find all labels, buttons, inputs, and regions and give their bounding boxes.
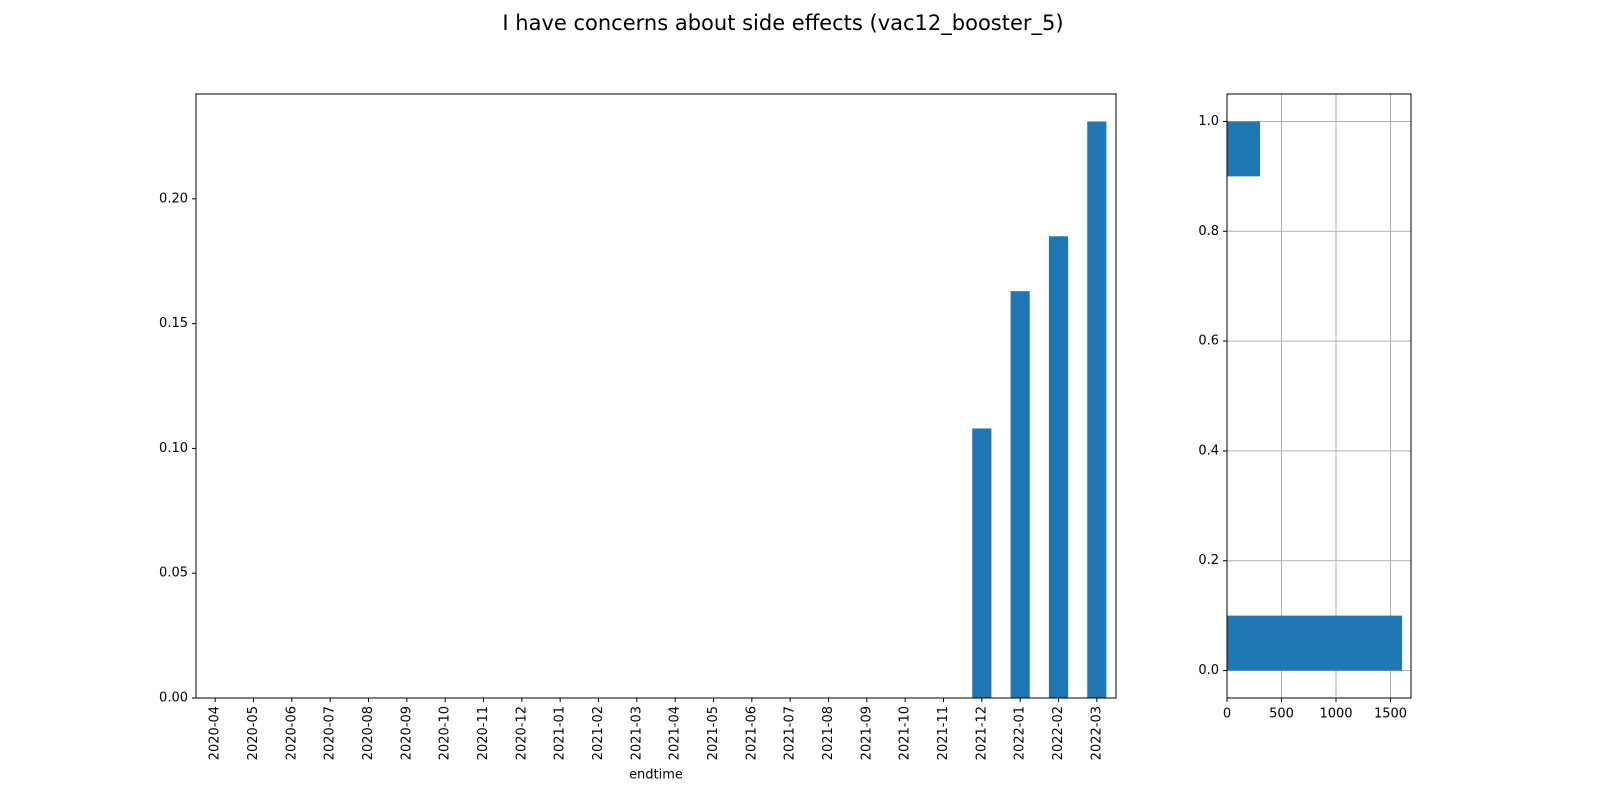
y-tick-label: 0.00 [159,691,188,706]
x-tick-label: 2021-10 [898,706,913,760]
x-tick-label: 2021-02 [591,706,606,760]
histogram-bar [1227,121,1261,177]
y-tick-label: 0.15 [159,316,188,331]
axes-frame [195,93,1117,699]
x-tick-label: 2021-09 [859,706,874,760]
y-tick-label: 0.8 [1198,224,1219,239]
x-tick-label: 2021-07 [783,706,798,760]
axes-frame [1226,93,1412,699]
y-tick-label: 0.2 [1198,553,1219,568]
x-tick-label: 2022-03 [1089,706,1104,760]
x-tick-label: 2020-06 [284,706,299,760]
x-tick-label: 2021-01 [553,706,568,760]
bar [972,428,992,698]
y-tick-label: 0.05 [159,566,188,581]
x-tick-label: 0 [1223,707,1231,722]
x-tick-label: 2020-11 [476,706,491,760]
x-tick-label: 2020-05 [246,706,261,760]
histogram-bar [1227,615,1403,671]
x-tick-label: 2020-10 [438,706,453,760]
x-tick-label: 2020-09 [399,706,414,760]
chart-title: I have concerns about side effects (vac1… [502,11,1063,36]
x-axis-label: endtime [629,768,683,783]
x-tick-label: 2021-03 [629,706,644,760]
bar [1048,236,1069,698]
x-tick-label: 1500 [1374,707,1407,722]
y-tick-label: 1.0 [1198,114,1219,129]
x-tick-label: 1000 [1319,707,1352,722]
x-tick-label: 2021-08 [821,706,836,760]
y-tick-label: 0.4 [1198,443,1219,458]
bar [1087,121,1107,699]
x-tick-label: 2020-04 [208,706,223,760]
x-tick-label: 2020-12 [514,706,529,760]
x-tick-label: 2021-05 [706,706,721,760]
y-tick-label: 0.0 [1198,663,1219,678]
x-tick-label: 500 [1269,707,1294,722]
x-tick-label: 2021-11 [936,706,951,760]
x-tick-label: 2020-07 [323,706,338,760]
x-tick-label: 2022-02 [1051,706,1066,760]
x-tick-label: 2021-04 [668,706,683,760]
x-tick-label: 2022-01 [1013,706,1028,760]
x-tick-label: 2021-06 [744,706,759,760]
y-tick-label: 0.6 [1198,334,1219,349]
bar [1010,291,1030,698]
y-tick-label: 0.10 [159,441,188,456]
y-tick-label: 0.20 [159,191,188,206]
x-tick-label: 2021-12 [974,706,989,760]
x-tick-label: 2020-08 [361,706,376,760]
